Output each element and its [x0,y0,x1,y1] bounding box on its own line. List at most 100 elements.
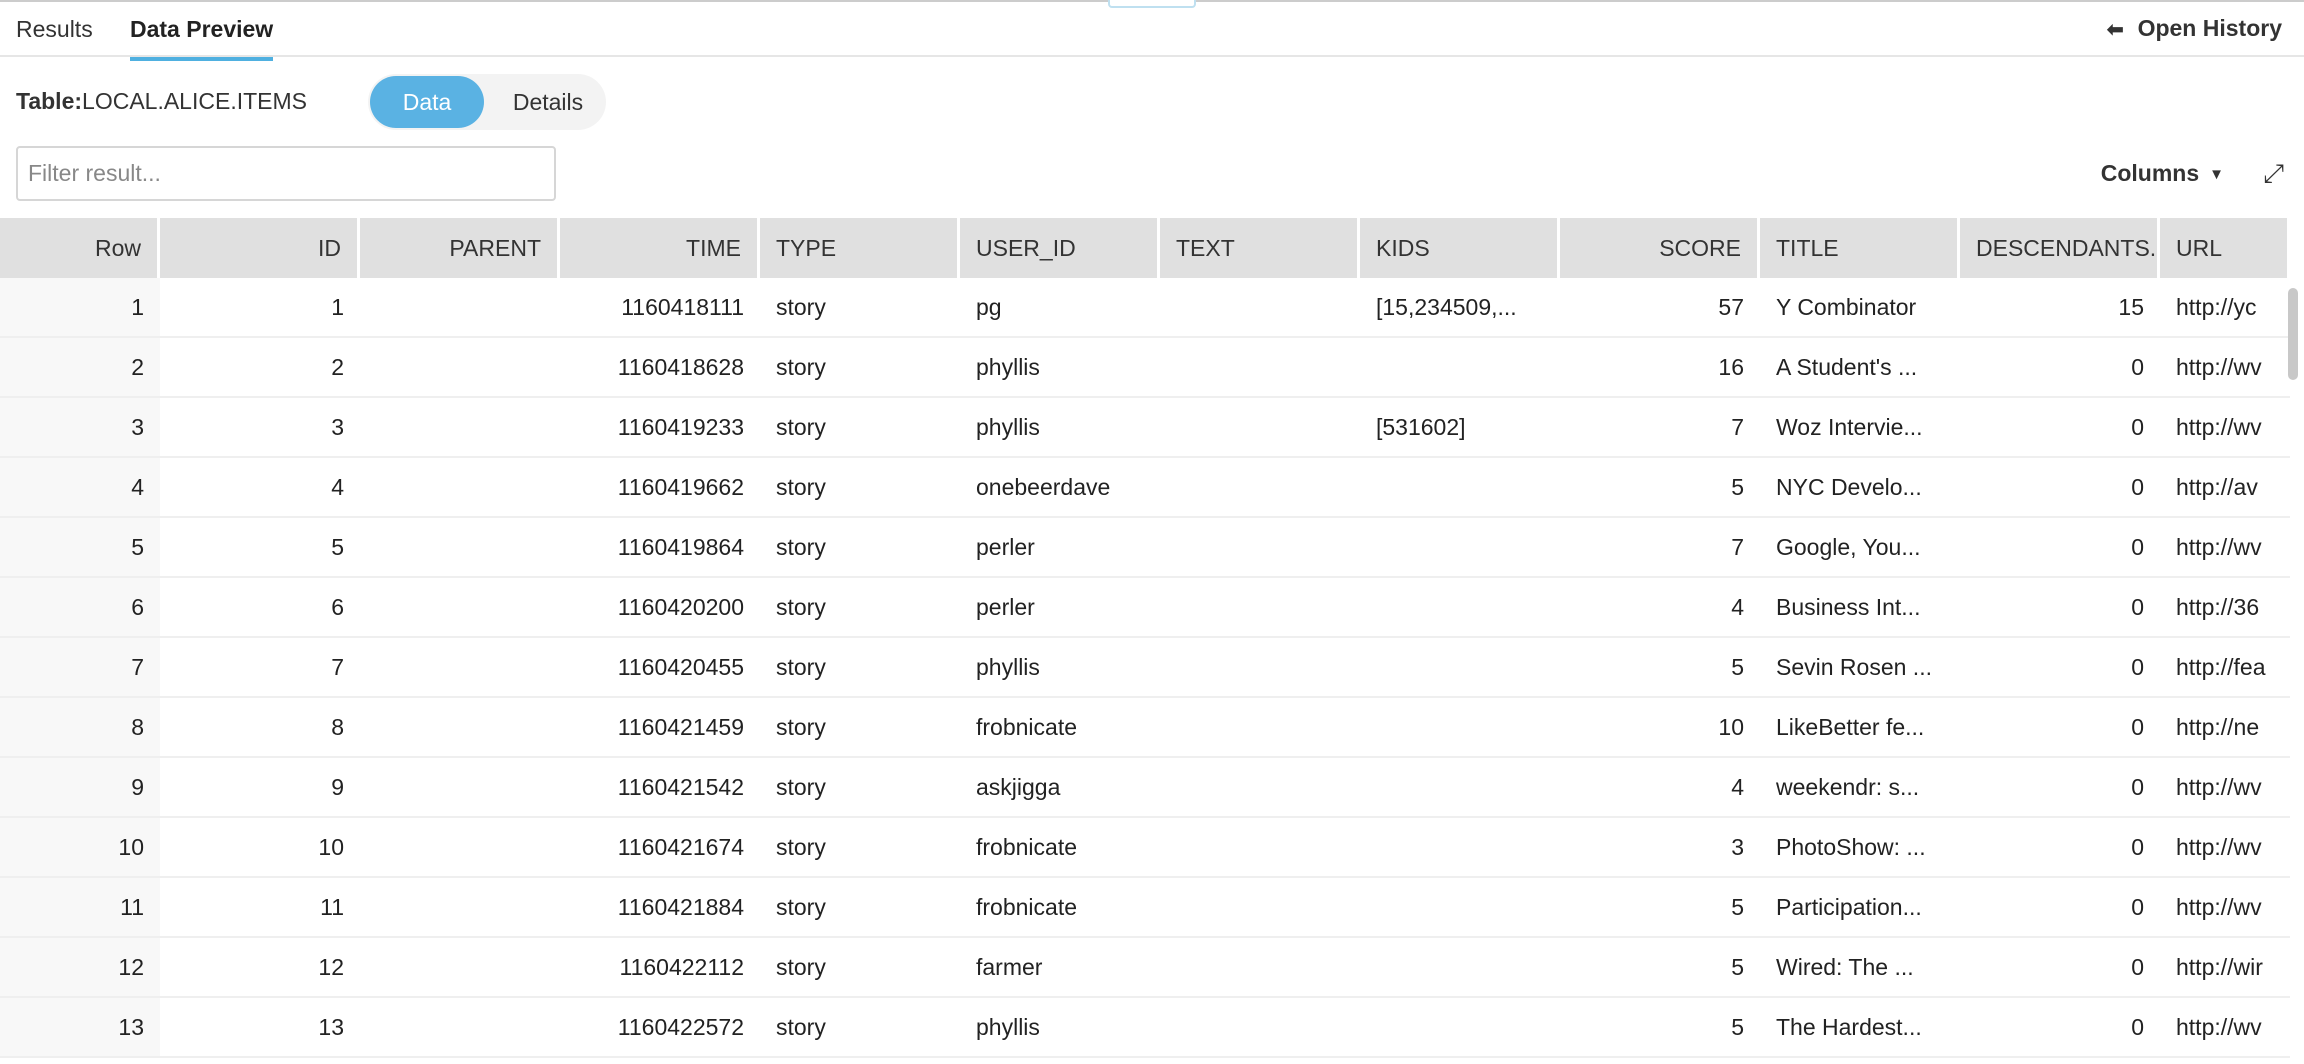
details-toggle-button[interactable]: Details [512,89,584,115]
column-header[interactable]: TITLE [1760,218,1960,278]
column-header[interactable]: TYPE [760,218,960,278]
table-cell: The Hardest... [1776,1014,1922,1040]
table-row[interactable]: 4 4 1160419662 story onebeerdave 5 NYC Develo.… [0,458,2290,518]
table-cell: 0 [2131,774,2144,800]
table-cell: onebeerdave [976,474,1111,500]
table-cell: 1160420455 [617,654,744,680]
filter-input[interactable] [16,146,556,201]
table-cell: 7 [1731,414,1744,440]
table-cell: 3 [331,414,344,440]
table-cell: 12 [318,954,344,980]
table-cell: 0 [2131,594,2144,620]
table-row[interactable]: 3 3 1160419233 story phyllis [531602] 7 Woz Int… [0,398,2290,458]
table-cell: 11 [0,878,160,936]
table-row[interactable]: 1 1 1160418111 story pg [15,234509,... 57 Y Com… [0,278,2290,338]
table-cell: A Student's ... [1776,354,1918,380]
table-cell [1360,938,1560,996]
table-cell: Business Int... [1776,594,1921,620]
open-history-button[interactable]: ⬅ Open History [2107,15,2282,42]
view-toggle: Data Details [368,74,606,130]
table-cell [1160,338,1360,396]
table-cell: 0 [2131,534,2144,560]
table-cell: 11 [320,894,344,920]
column-header[interactable]: SCORE [1560,218,1760,278]
table-cell [360,878,560,936]
table-name: LOCAL.ALICE.ITEMS [82,88,307,114]
table-cell: 1160421459 [617,714,744,740]
tab-data-preview[interactable]: Data Preview [130,16,274,61]
table-cell: frobnicate [976,894,1078,920]
vertical-scrollbar[interactable] [2288,288,2298,380]
table-cell: 8 [0,698,160,756]
table-cell: 1160419233 [617,414,744,440]
table-cell [1360,878,1560,936]
data-toggle-button[interactable]: Data [370,76,484,128]
table-row[interactable]: 12 12 1160422112 story farmer 5 Wired: The ...… [0,938,2290,998]
table-cell: 13 [318,1014,344,1040]
table-cell: farmer [976,954,1043,980]
column-header[interactable]: USER_ID [960,218,1160,278]
table-cell: http://wv [2176,534,2262,560]
tab-results[interactable]: Results [16,16,93,42]
table-cell: story [776,414,826,440]
table-cell: 10 [0,818,160,876]
table-row[interactable]: 11 11 1160421884 story frobnicate 5 Participat… [0,878,2290,938]
table-label-prefix: Table: [16,88,83,114]
table-cell: Google, You... [1776,534,1921,560]
column-header[interactable]: KIDS [1360,218,1560,278]
table-cell: 4 [1731,774,1744,800]
table-cell: 0 [2131,834,2144,860]
table-cell [360,998,560,1056]
table-cell: 4 [1731,594,1744,620]
table-cell: http://fea [2176,654,2266,680]
table-row[interactable]: 5 5 1160419864 story perler 7 Google, You... 0 h… [0,518,2290,578]
table-row[interactable]: 6 6 1160420200 story perler 4 Business Int... 0… [0,578,2290,638]
table-row[interactable]: 9 9 1160421542 story askjigga 4 weekendr: s...… [0,758,2290,818]
table-cell: 0 [2131,954,2144,980]
panel-resize-handle[interactable] [1108,0,1196,8]
table-cell: story [776,774,826,800]
table-cell: 1160422112 [619,954,744,980]
table-row[interactable]: 7 7 1160420455 story phyllis 5 Sevin Rosen ...… [0,638,2290,698]
table-cell [1360,458,1560,516]
table-cell: PhotoShow: ... [1776,834,1926,860]
table-cell [1160,578,1360,636]
table-cell: 3 [0,398,160,456]
table-cell: 5 [0,518,160,576]
table-cell: 0 [2131,414,2144,440]
column-header[interactable]: DESCENDANTS. [1960,218,2160,278]
table-cell [1160,458,1360,516]
table-cell: 9 [331,774,344,800]
table-row[interactable]: 10 10 1160421674 story frobnicate 3 PhotoShow:… [0,818,2290,878]
table-cell: 16 [1718,354,1744,380]
table-cell: phyllis [976,654,1040,680]
table-cell: [15,234509,... [1376,294,1517,320]
column-header[interactable]: PARENT [360,218,560,278]
columns-dropdown[interactable]: Columns ▼ [2101,160,2224,187]
column-header[interactable]: Row [0,218,160,278]
expand-icon[interactable]: ⤢ [2263,158,2284,188]
column-header[interactable]: URL [2160,218,2290,278]
table-cell [360,398,560,456]
table-row[interactable]: 8 8 1160421459 story frobnicate 10 LikeBetter … [0,698,2290,758]
column-header[interactable]: ID [160,218,360,278]
table-cell: http://av [2176,474,2258,500]
table-row[interactable]: 2 2 1160418628 story phyllis 16 A Student's ..… [0,338,2290,398]
table-cell: 7 [331,654,344,680]
table-cell [1360,518,1560,576]
table-cell [1360,638,1560,696]
table-cell: story [776,534,826,560]
table-cell: http://wv [2176,354,2262,380]
table-cell: phyllis [976,414,1040,440]
column-header[interactable]: TIME [560,218,760,278]
table-cell: Y Combinator [1776,294,1917,320]
table-cell [1360,818,1560,876]
table-cell: 1160422572 [617,1014,744,1040]
table-cell [1160,518,1360,576]
table-cell: Participation... [1776,894,1922,920]
table-cell: http://wv [2176,414,2262,440]
table-row[interactable]: 13 13 1160422572 story phyllis 5 The Hardest..… [0,998,2290,1058]
table-cell: LikeBetter fe... [1776,714,1925,740]
table-cell [360,338,560,396]
column-header[interactable]: TEXT [1160,218,1360,278]
